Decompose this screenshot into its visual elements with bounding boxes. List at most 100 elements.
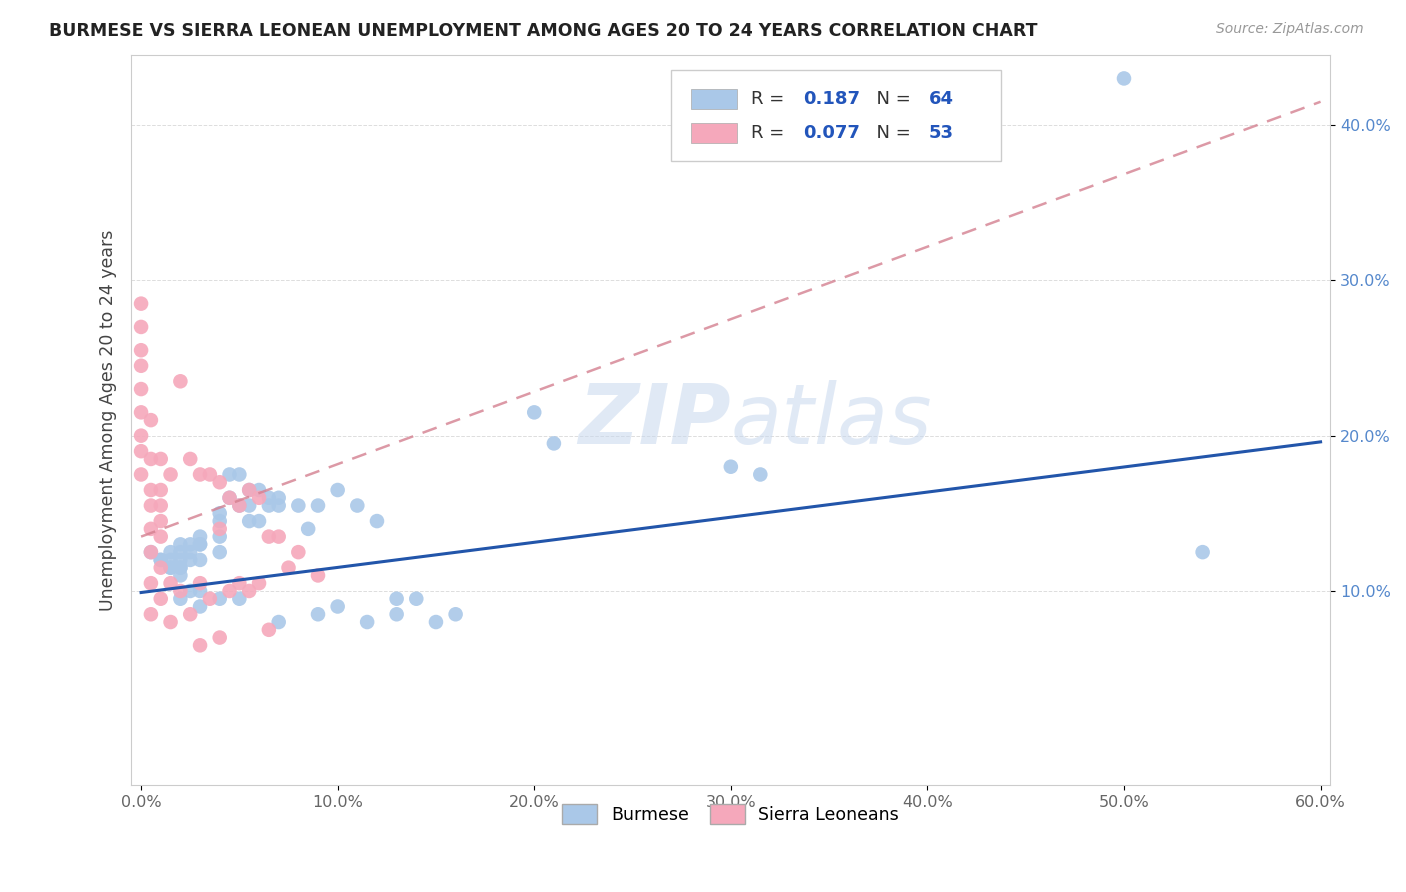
- Point: [208, 591, 231, 606]
- Point: [228, 591, 250, 606]
- Text: N =: N =: [865, 90, 917, 108]
- Point: [198, 467, 221, 482]
- Point: [149, 560, 172, 574]
- Point: [179, 537, 201, 551]
- Point: [129, 296, 152, 310]
- Point: [159, 615, 181, 629]
- Point: [238, 584, 260, 599]
- Point: [139, 413, 162, 427]
- Point: [257, 491, 280, 505]
- Point: [179, 452, 201, 467]
- Point: [247, 514, 270, 528]
- Point: [179, 545, 201, 559]
- Point: [169, 591, 191, 606]
- Point: [326, 599, 349, 614]
- Point: [444, 607, 467, 622]
- Point: [188, 599, 211, 614]
- Point: [149, 553, 172, 567]
- Point: [149, 591, 172, 606]
- Point: [149, 483, 172, 497]
- Point: [188, 584, 211, 599]
- Text: R =: R =: [751, 90, 790, 108]
- Point: [356, 615, 378, 629]
- Point: [366, 514, 388, 528]
- Point: [228, 467, 250, 482]
- Point: [346, 499, 368, 513]
- Point: [267, 499, 290, 513]
- Point: [159, 560, 181, 574]
- Point: [139, 545, 162, 559]
- Point: [218, 491, 240, 505]
- Point: [129, 343, 152, 358]
- FancyBboxPatch shape: [671, 70, 1001, 161]
- Point: [267, 530, 290, 544]
- Legend: Burmese, Sierra Leoneans: Burmese, Sierra Leoneans: [555, 797, 905, 831]
- Point: [159, 467, 181, 482]
- Text: atlas: atlas: [731, 380, 932, 460]
- Point: [169, 560, 191, 574]
- Point: [208, 514, 231, 528]
- Point: [1191, 545, 1213, 559]
- Point: [208, 631, 231, 645]
- Point: [405, 591, 427, 606]
- Point: [169, 553, 191, 567]
- Point: [129, 444, 152, 458]
- Point: [149, 499, 172, 513]
- Point: [188, 537, 211, 551]
- Point: [307, 568, 329, 582]
- Point: [169, 545, 191, 559]
- Text: N =: N =: [865, 124, 917, 142]
- Point: [228, 499, 250, 513]
- Point: [129, 467, 152, 482]
- Point: [287, 499, 309, 513]
- Point: [385, 607, 408, 622]
- Point: [267, 615, 290, 629]
- Point: [425, 615, 447, 629]
- Point: [169, 374, 191, 388]
- Text: R =: R =: [751, 124, 790, 142]
- Point: [129, 359, 152, 373]
- Point: [169, 568, 191, 582]
- Point: [720, 459, 742, 474]
- Point: [247, 576, 270, 591]
- Text: BURMESE VS SIERRA LEONEAN UNEMPLOYMENT AMONG AGES 20 TO 24 YEARS CORRELATION CHA: BURMESE VS SIERRA LEONEAN UNEMPLOYMENT A…: [49, 22, 1038, 40]
- Point: [238, 499, 260, 513]
- Text: 0.077: 0.077: [803, 124, 859, 142]
- Point: [238, 483, 260, 497]
- Point: [139, 607, 162, 622]
- Point: [543, 436, 565, 450]
- Text: ZIP: ZIP: [578, 380, 731, 460]
- Point: [159, 576, 181, 591]
- Text: Source: ZipAtlas.com: Source: ZipAtlas.com: [1216, 22, 1364, 37]
- Point: [179, 584, 201, 599]
- Point: [297, 522, 319, 536]
- Point: [218, 584, 240, 599]
- Point: [287, 545, 309, 559]
- Point: [218, 467, 240, 482]
- Point: [169, 537, 191, 551]
- Point: [198, 591, 221, 606]
- Text: 53: 53: [929, 124, 953, 142]
- Point: [139, 499, 162, 513]
- Point: [188, 553, 211, 567]
- FancyBboxPatch shape: [692, 123, 737, 144]
- Point: [228, 499, 250, 513]
- Point: [208, 530, 231, 544]
- Point: [188, 576, 211, 591]
- Point: [169, 584, 191, 599]
- Point: [129, 405, 152, 419]
- Point: [149, 452, 172, 467]
- Point: [159, 553, 181, 567]
- Point: [307, 607, 329, 622]
- Point: [159, 545, 181, 559]
- Point: [179, 607, 201, 622]
- Point: [257, 499, 280, 513]
- Point: [257, 623, 280, 637]
- Point: [1112, 71, 1135, 86]
- Point: [749, 467, 772, 482]
- Point: [326, 483, 349, 497]
- Point: [188, 467, 211, 482]
- Point: [267, 491, 290, 505]
- Point: [129, 382, 152, 396]
- Y-axis label: Unemployment Among Ages 20 to 24 years: Unemployment Among Ages 20 to 24 years: [100, 229, 117, 611]
